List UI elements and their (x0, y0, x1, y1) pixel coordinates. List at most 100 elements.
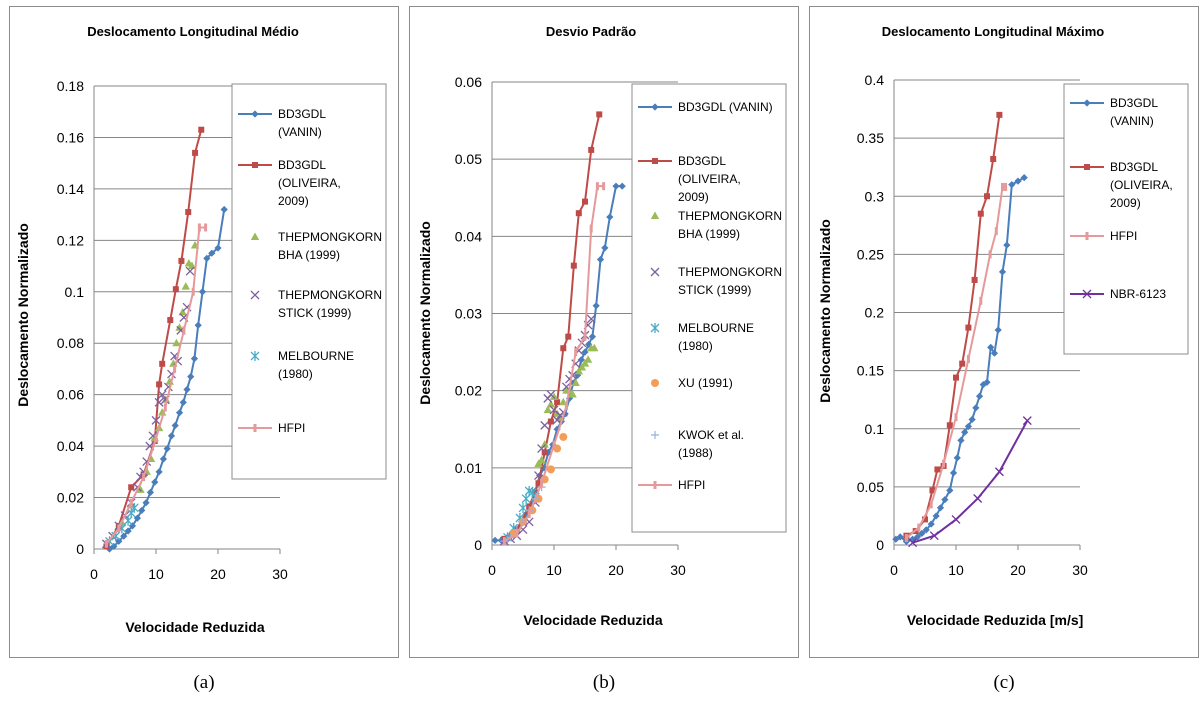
data-point (172, 286, 179, 293)
data-point (171, 421, 179, 430)
data-point (502, 537, 506, 546)
legend-swatch-marker (653, 481, 657, 489)
legend-label: NBR-6123 (1110, 287, 1166, 301)
data-point (954, 413, 958, 422)
series-2 (534, 343, 599, 467)
legend: BD3GDL (VANIN) BD3GDL (OLIVEIRA, 2009) HFPI NB… (1063, 83, 1189, 355)
data-point (197, 223, 201, 232)
chart-title: Deslocamento Longitudinal Máximo (882, 24, 1105, 39)
data-point (990, 349, 999, 357)
y-tick-label: 0.08 (57, 335, 84, 351)
legend-label-line: MELBOURNE (678, 321, 754, 335)
data-point (156, 381, 163, 388)
data-point (936, 504, 945, 512)
data-point (596, 111, 603, 118)
data-point (953, 454, 961, 462)
legend-label-line: HFPI (678, 478, 705, 492)
data-point (922, 516, 928, 523)
data-point (175, 409, 184, 417)
data-point (574, 348, 578, 357)
series-3 (101, 266, 195, 549)
data-point (570, 262, 577, 269)
data-point (491, 536, 499, 544)
y-tick-label: 0 (876, 537, 884, 553)
chart-panel-b: Desvio Padrão 0 0.01 0.02 0.03 0.04 0.05 0.06 0 1… (409, 6, 799, 658)
chart-panel-c: Deslocamento Longitudinal Máximo 0 0.05 0.1… (809, 6, 1199, 658)
data-point (518, 502, 528, 513)
legend-label-line: BD3GDL (678, 154, 726, 168)
chart-title: Desvio Padrão (546, 24, 636, 39)
data-point (133, 514, 141, 522)
data-point (1003, 241, 1011, 249)
data-point (959, 360, 966, 367)
legend-label: MELBOURNE (1980) (678, 321, 754, 353)
data-point (1004, 182, 1008, 191)
data-point (157, 390, 167, 400)
y-tick-label: 0.01 (455, 460, 482, 476)
chart-title: Deslocamento Longitudinal Médio (87, 24, 299, 39)
y-axis-label: Deslocamento Normalizado (15, 223, 31, 407)
data-point (138, 506, 146, 515)
y-tick-label: 0.03 (455, 306, 482, 322)
legend-label-line: STICK (1999) (278, 306, 351, 320)
legend-swatch-marker (1082, 289, 1092, 299)
data-point (988, 250, 992, 259)
data-point (983, 378, 991, 386)
chart-c: Deslocamento Longitudinal Máximo 0 0.05 0.1… (817, 24, 1189, 628)
legend-label-line: (VANIN) (278, 125, 322, 139)
y-tick-label: 0.05 (857, 479, 884, 495)
data-point (580, 359, 590, 367)
data-point (953, 374, 959, 381)
data-point (977, 210, 984, 217)
caption-c: (c) (993, 672, 1015, 693)
series-2 (904, 182, 1008, 543)
y-tick-label: 0.02 (455, 383, 482, 399)
data-point (546, 400, 556, 408)
data-point (996, 111, 1003, 118)
data-point (187, 373, 195, 381)
legend-label: THEPMONGKORN BHA (1999) (278, 230, 382, 262)
chart-panel-a: Deslocamento Longitudinal Médio 0 0.02 0.04… (9, 6, 399, 658)
legend-label: THEPMONGKORN STICK (1999) (678, 265, 782, 297)
legend-label-line: THEPMONGKORN (678, 265, 782, 279)
y-tick-label: 0.05 (455, 151, 482, 167)
legend-box (631, 83, 787, 533)
x-tick-label: 0 (90, 566, 98, 582)
legend-label-line: XU (1991) (678, 376, 733, 390)
data-point (975, 392, 984, 400)
data-point (929, 531, 939, 541)
data-point (546, 465, 555, 474)
data-point (151, 478, 159, 486)
data-point (929, 487, 936, 494)
data-point (163, 403, 167, 412)
data-point (547, 418, 554, 425)
x-tick-label: 0 (488, 562, 496, 578)
data-point (586, 314, 596, 324)
data-point (583, 355, 593, 363)
legend-label-line: (OLIVEIRA, (678, 172, 741, 186)
data-point (908, 538, 918, 548)
data-point (142, 472, 146, 481)
data-point (179, 398, 187, 406)
y-tick-label: 0 (474, 537, 482, 553)
data-point (564, 402, 568, 411)
data-point (540, 420, 550, 430)
data-point (574, 366, 583, 375)
legend-swatch-marker (651, 379, 659, 387)
legend-swatch-marker (1085, 232, 1089, 240)
data-point (120, 532, 128, 540)
legend-label-line: KWOK et al. (678, 428, 744, 442)
data-point (957, 436, 965, 444)
legend-label: MELBOURNE (1980) (278, 349, 354, 381)
data-point (588, 333, 597, 341)
data-point (1001, 182, 1004, 191)
legend-label-line: 2009) (1110, 196, 1141, 210)
legend-label-line: NBR-6123 (1110, 287, 1166, 301)
legend-label-line: (1980) (278, 367, 313, 381)
legend-label-line: (OLIVEIRA, (1110, 178, 1173, 192)
data-point (618, 182, 626, 190)
data-point (994, 326, 1002, 334)
data-point (172, 338, 181, 347)
data-point (559, 432, 568, 441)
data-point (167, 317, 174, 324)
